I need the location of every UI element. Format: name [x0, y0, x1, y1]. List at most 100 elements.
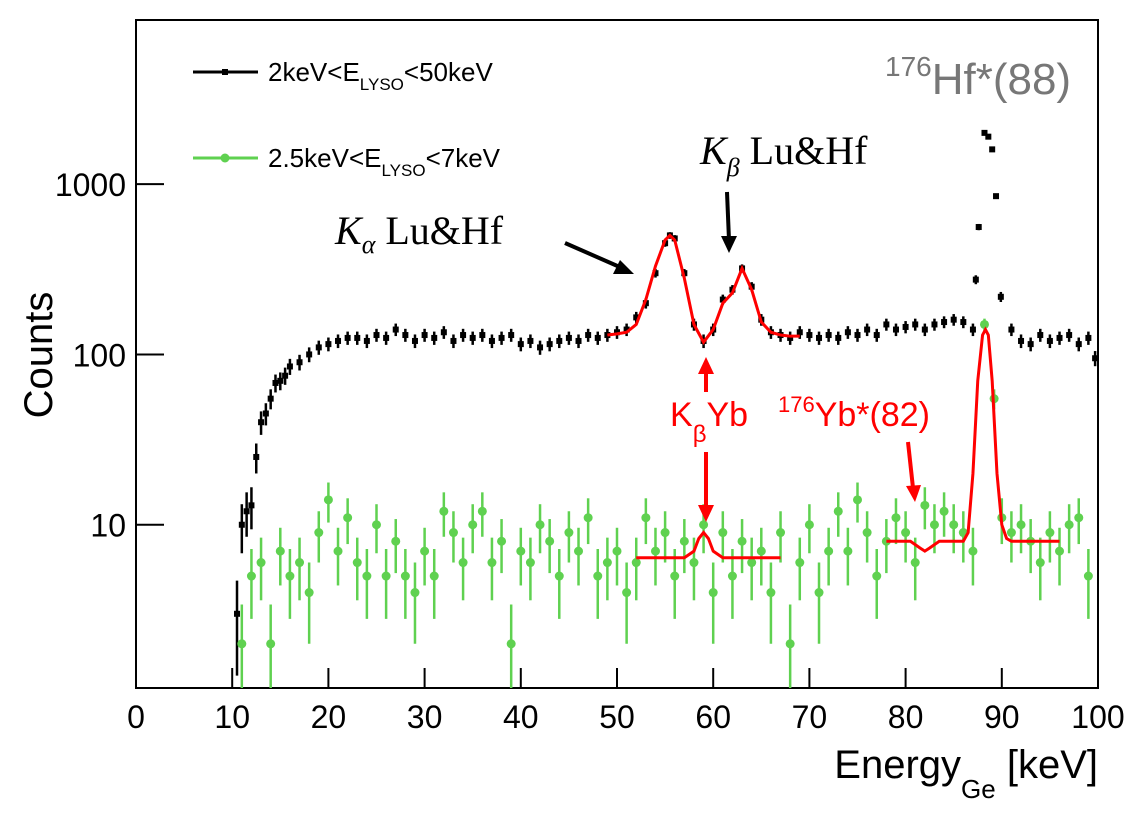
data-point — [921, 326, 928, 333]
data-point — [525, 558, 535, 568]
data-point — [862, 528, 872, 538]
data-point — [323, 495, 333, 505]
annotation: 176Yb*(82) — [778, 392, 930, 434]
data-point — [517, 341, 524, 348]
data-point — [497, 536, 507, 546]
annotation: Kβ Lu&Hf — [699, 128, 868, 182]
data-point — [854, 332, 861, 339]
data-point — [766, 588, 776, 598]
y-tick-label: 1000 — [55, 167, 126, 203]
data-point — [498, 334, 505, 341]
data-point — [411, 337, 418, 344]
data-point — [237, 639, 247, 649]
data-point — [718, 528, 728, 538]
data-point — [1027, 341, 1034, 348]
data-point — [277, 377, 284, 384]
x-tick-label: 50 — [599, 699, 635, 735]
data-point — [391, 536, 401, 546]
data-point — [527, 337, 534, 344]
annotation-sub: β — [693, 421, 707, 448]
data-point — [248, 502, 255, 509]
data-point — [843, 546, 853, 556]
data-point — [583, 513, 593, 523]
arrow — [564, 241, 623, 270]
annotation-rest: Yb — [707, 396, 749, 434]
data-point — [304, 588, 314, 598]
data-point — [892, 326, 899, 333]
data-point — [352, 558, 362, 568]
data-point — [614, 329, 620, 336]
x-tick-label: 70 — [792, 699, 828, 735]
data-point — [975, 224, 982, 231]
data-point — [439, 506, 449, 516]
annotation-rest: Lu&Hf — [375, 208, 503, 253]
data-point — [972, 276, 979, 283]
data-point — [402, 332, 409, 339]
data-point — [314, 528, 324, 538]
data-point — [985, 133, 992, 140]
arrow-head — [721, 236, 737, 253]
data-point — [997, 293, 1004, 300]
data-point — [421, 332, 428, 339]
data-point — [564, 528, 574, 538]
data-point — [554, 571, 564, 581]
data-point — [354, 334, 361, 341]
data-point — [795, 558, 805, 568]
data-point — [400, 571, 410, 581]
annotation-text: K — [699, 128, 729, 173]
data-point — [1075, 341, 1082, 348]
data-point — [381, 571, 391, 581]
data-point — [719, 296, 726, 303]
data-point — [853, 495, 862, 505]
annotation-sup: 176 — [778, 392, 815, 417]
data-point — [335, 337, 342, 344]
data-point — [440, 329, 447, 336]
annotation: KβYb — [670, 396, 748, 448]
data-point — [460, 332, 467, 339]
data-point — [929, 520, 939, 530]
data-point — [282, 372, 289, 379]
data-point — [912, 321, 919, 328]
data-point — [1074, 513, 1084, 523]
data-point — [950, 316, 957, 323]
data-point — [477, 506, 487, 516]
data-point — [286, 363, 293, 370]
data-point — [1085, 334, 1092, 341]
legend-label-rest: <7keV — [426, 143, 501, 173]
data-point — [266, 639, 276, 649]
data-point — [920, 500, 930, 510]
data-point — [565, 334, 572, 341]
arrow-head — [698, 505, 714, 522]
data-point — [901, 528, 911, 538]
data-point — [747, 558, 757, 568]
annotation-text: Hf*(88) — [932, 55, 1071, 104]
plot-area — [234, 129, 1098, 688]
data-point — [835, 334, 842, 341]
data-point — [238, 521, 245, 528]
data-point — [275, 546, 285, 556]
data-point — [1046, 337, 1053, 344]
data-point — [633, 314, 640, 321]
data-point — [670, 571, 680, 581]
data-point — [968, 546, 978, 556]
data-point — [258, 419, 265, 426]
x-tick-label: 10 — [214, 699, 250, 735]
arrows — [564, 191, 921, 522]
data-point — [776, 528, 786, 538]
x-axis-label-text: Energy — [834, 743, 961, 787]
data-point — [363, 337, 370, 344]
data-point — [516, 546, 526, 556]
data-point — [612, 546, 622, 556]
data-point — [420, 546, 430, 556]
data-point — [631, 558, 641, 568]
fit-curve — [886, 326, 1060, 553]
annotation: 176Hf*(88) — [885, 51, 1071, 104]
data-point — [969, 326, 976, 333]
y-axis-label: Counts — [17, 292, 61, 419]
data-point — [295, 558, 305, 568]
data-point — [383, 334, 390, 341]
data-point — [1006, 528, 1016, 538]
data-point — [891, 513, 901, 523]
data-point — [344, 334, 351, 341]
x-tick-label: 40 — [503, 699, 539, 735]
